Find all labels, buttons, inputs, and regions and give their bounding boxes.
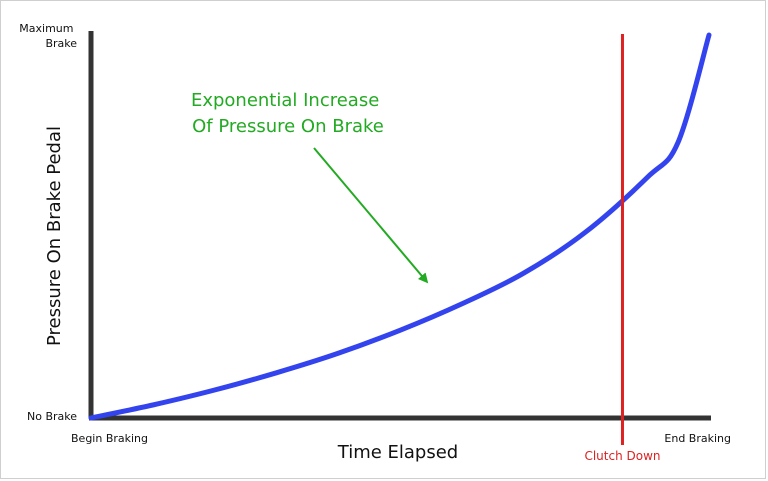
- y-tick-label-maximum-brake: Maximum Brake: [19, 22, 77, 50]
- y-tick-label-line: No Brake: [27, 410, 77, 423]
- series-line-pressure: [88, 32, 712, 421]
- annotation-line: Exponential Increase: [191, 90, 379, 111]
- x-tick-label-end-braking: End Braking: [664, 432, 731, 445]
- clutch-down-label: Clutch Down: [584, 449, 660, 463]
- annotation-text: Exponential Increase Of Pressure On Brak…: [191, 90, 385, 137]
- x-axis-title: Time Elapsed: [337, 442, 458, 463]
- annotation-arrow: [313, 147, 429, 284]
- annotation-line: Of Pressure On Brake: [192, 116, 384, 137]
- x-tick-label-begin-braking: Begin Braking: [71, 432, 148, 445]
- y-tick-label-line: Maximum: [19, 22, 73, 35]
- y-axis-title: Pressure On Brake Pedal: [44, 126, 65, 346]
- y-tick-label-no-brake: No Brake: [27, 410, 77, 423]
- y-tick-label-line: Brake: [45, 37, 77, 50]
